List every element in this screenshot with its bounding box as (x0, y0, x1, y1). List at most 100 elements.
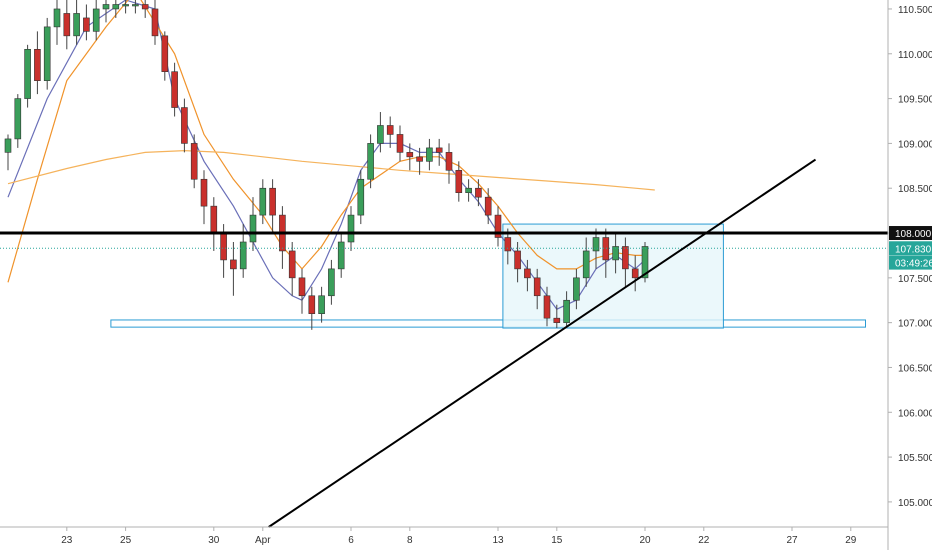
x-tick-label: 29 (845, 535, 857, 546)
candle (171, 62, 178, 117)
x-tick-label: 8 (407, 535, 413, 546)
candle (357, 170, 365, 225)
candle-body (92, 8, 100, 32)
candle (141, 0, 149, 18)
candle-body (298, 277, 306, 297)
candles-layer (4, 0, 649, 330)
candle-body (533, 277, 541, 297)
candle-body (396, 134, 404, 153)
x-tick-label: 13 (492, 535, 504, 546)
x-tick-label: 25 (120, 535, 132, 546)
candle-body (112, 4, 120, 10)
candle (122, 0, 129, 14)
candle (200, 170, 208, 225)
consolidation-box-rect[interactable] (502, 223, 724, 329)
candle (367, 134, 374, 189)
candle (435, 138, 443, 166)
candle-body (337, 241, 345, 270)
x-tick-label: 20 (639, 535, 651, 546)
candle-body (612, 246, 619, 261)
candle-body (494, 214, 502, 238)
candle (455, 161, 463, 202)
candle-body (34, 48, 41, 81)
candle-body (171, 71, 178, 108)
ma-slow-line (7, 0, 645, 283)
x-tick-label: 30 (208, 535, 220, 546)
candle-body (141, 4, 149, 10)
candle (181, 98, 188, 153)
candle (132, 0, 139, 14)
y-tick-label: 108.500 (898, 184, 932, 195)
x-tick-label: 27 (786, 535, 798, 546)
candle (543, 286, 551, 327)
candle (514, 241, 521, 283)
candle (259, 179, 267, 225)
time-axis[interactable]: 23 25 30 Apr 6 8 13 15 20 22 27 29 (61, 527, 857, 546)
candle (426, 138, 433, 171)
candle-body (210, 205, 218, 234)
candle-body (102, 4, 110, 10)
y-tick-label: 110.000 (898, 50, 932, 61)
y-tick-label: 105.500 (898, 453, 932, 464)
candle (347, 206, 355, 251)
candle (92, 0, 100, 41)
y-tick-label: 109.500 (898, 95, 932, 106)
candle-body (465, 187, 472, 193)
candle (582, 237, 590, 287)
candle (249, 197, 257, 251)
y-tick-label: 109.000 (898, 139, 932, 150)
candle-body (445, 152, 453, 171)
candle-body (132, 4, 139, 7)
candle (318, 286, 325, 323)
candle-body (259, 187, 267, 216)
candle (386, 116, 394, 148)
candle-body (4, 138, 12, 153)
trend-line[interactable] (268, 158, 817, 528)
candle (445, 143, 453, 184)
candle (269, 179, 276, 234)
x-tick-label: Apr (255, 535, 271, 546)
candle (573, 268, 580, 310)
candle (83, 4, 90, 41)
ma-long-line (7, 149, 655, 191)
candle-body (288, 250, 296, 279)
candle (377, 112, 384, 153)
x-tick-label: 22 (698, 535, 710, 546)
y-tick-label: 106.500 (898, 363, 932, 374)
candle (14, 94, 22, 148)
candle (230, 241, 237, 296)
candle (602, 228, 610, 278)
support-zone-rect[interactable] (110, 319, 866, 328)
candle-body (249, 214, 257, 243)
candle-body (455, 169, 463, 193)
candle (396, 125, 404, 162)
price-label-bg (889, 241, 932, 256)
candle (563, 291, 570, 327)
candle-body (14, 98, 22, 140)
candle-body (328, 268, 335, 297)
candle-body (377, 125, 384, 144)
candle-body (553, 317, 561, 323)
candle-body (367, 143, 374, 180)
candle (465, 179, 472, 202)
candle (190, 134, 198, 189)
price-labels-layer: 108.000 107.830 03:49:26 (889, 226, 932, 270)
candle (308, 286, 316, 330)
candle-body (435, 147, 443, 153)
candle-body (73, 13, 80, 37)
candle (102, 0, 110, 23)
candle (494, 206, 502, 247)
candle (4, 134, 12, 171)
candle (484, 188, 492, 225)
zones-layer (110, 223, 866, 329)
candle-body (406, 152, 414, 158)
x-tick-label: 23 (61, 535, 73, 546)
price-label-bg (889, 255, 932, 270)
candle-body (318, 295, 325, 314)
candle (34, 31, 41, 95)
candle-body (426, 147, 433, 162)
y-tick-label: 107.000 (898, 319, 932, 330)
candle-body (475, 187, 482, 198)
